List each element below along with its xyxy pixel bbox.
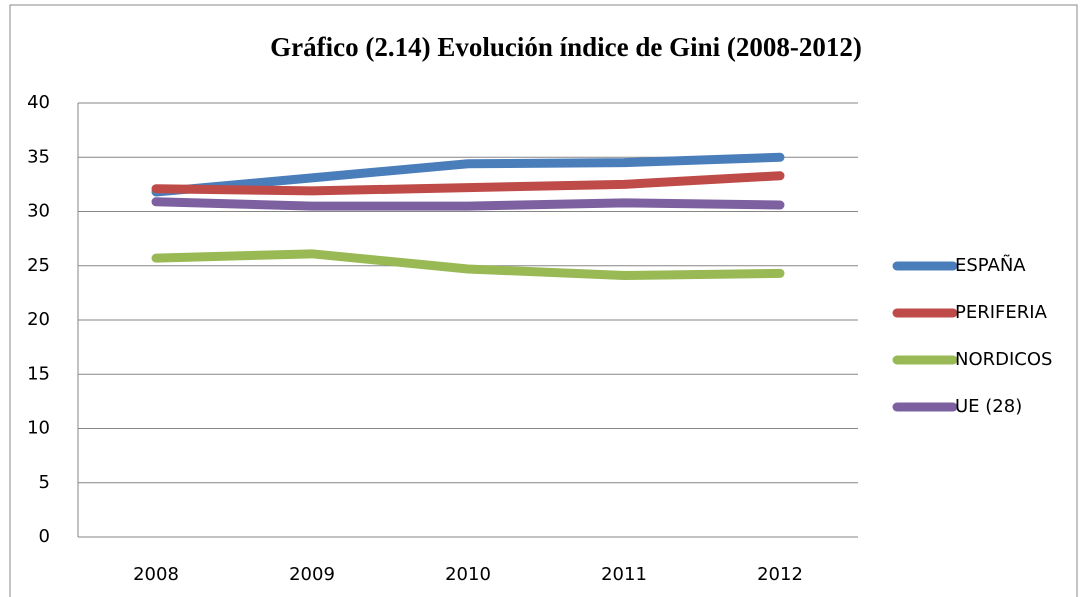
y-tick-label: 40 [27,92,50,113]
x-tick-label: 2008 [133,564,179,585]
legend-label: PERIFERIA [955,302,1048,323]
y-tick-label: 10 [27,418,50,439]
x-tick-label: 2010 [445,564,491,585]
series-line [151,197,785,211]
series-line [151,249,785,281]
y-tick-label: 0 [39,526,50,547]
series-line [151,152,785,197]
y-tick-label: 15 [27,363,50,384]
series-line [151,171,785,196]
x-tick-label: 2011 [601,564,647,585]
y-tick-label: 35 [27,146,50,167]
y-tick-label: 20 [27,309,50,330]
x-tick-label: 2009 [289,564,335,585]
chart-title: Gráfico (2.14) Evolución índice de Gini … [270,32,862,62]
y-tick-label: 5 [39,472,50,493]
legend-label: UE (28) [955,396,1022,417]
y-tick-label: 25 [27,255,50,276]
x-tick-label: 2012 [757,564,803,585]
chart-border [9,4,1078,597]
legend-label: ESPAÑA [955,254,1026,276]
y-tick-label: 30 [27,201,50,222]
legend-label: NORDICOS [955,349,1052,370]
